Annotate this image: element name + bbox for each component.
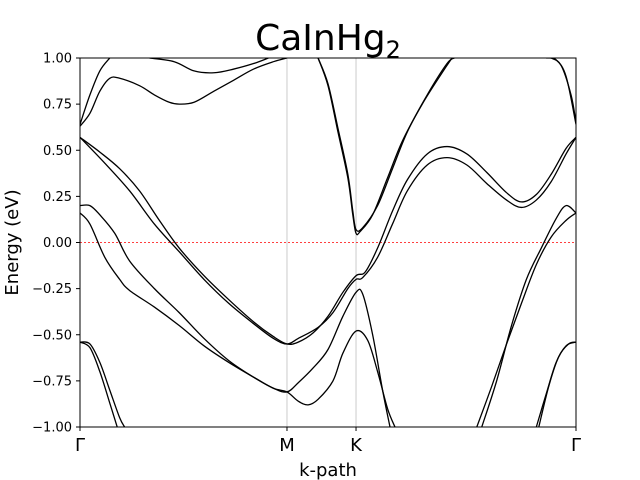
y-tick-label: 0.50 [43,144,72,159]
chart-title: CaInHg2 [255,18,401,64]
band-line-17 [538,341,576,427]
kpoint-label: Γ [75,435,85,456]
band-line-5 [317,58,455,232]
kpoint-label: Γ [571,435,581,456]
band-line-15 [80,341,118,427]
band-line-11 [80,204,391,427]
x-axis-label: k-path [299,460,357,480]
y-axis-label: Energy (eV) [2,189,23,295]
band-line-14 [80,341,126,427]
band-line-8 [80,136,576,345]
kpoint-label: M [279,435,295,456]
y-tick-label: 0.25 [43,190,72,205]
band-line-3 [149,58,269,74]
y-tick-label: 0.00 [43,236,72,251]
band-line-10 [80,212,396,427]
chart-title-subscript: 2 [386,36,401,64]
band-line-4 [317,58,453,236]
kpoint-label: K [350,435,363,456]
band-line-13 [476,212,576,427]
band-line-2 [80,58,111,125]
band-line-1 [80,58,288,127]
chart-title-main: CaInHg [255,18,386,59]
y-tick-label: 1.00 [43,52,72,67]
band-line-7 [550,58,576,123]
bands [80,58,576,427]
band-line-12 [481,204,576,427]
y-tick-label: −0.75 [32,374,72,389]
y-tick-label: −0.50 [32,328,72,343]
band-line-6 [546,58,576,125]
y-tick-label: 0.75 [43,98,72,113]
y-tick-label: −1.00 [32,421,72,436]
y-axis: −1.00 −0.75 −0.50 −0.25 0.00 0.25 0.50 0.75 1.00 [32,52,80,436]
y-tick-label: −0.25 [32,282,72,297]
band-line-9 [80,136,576,345]
